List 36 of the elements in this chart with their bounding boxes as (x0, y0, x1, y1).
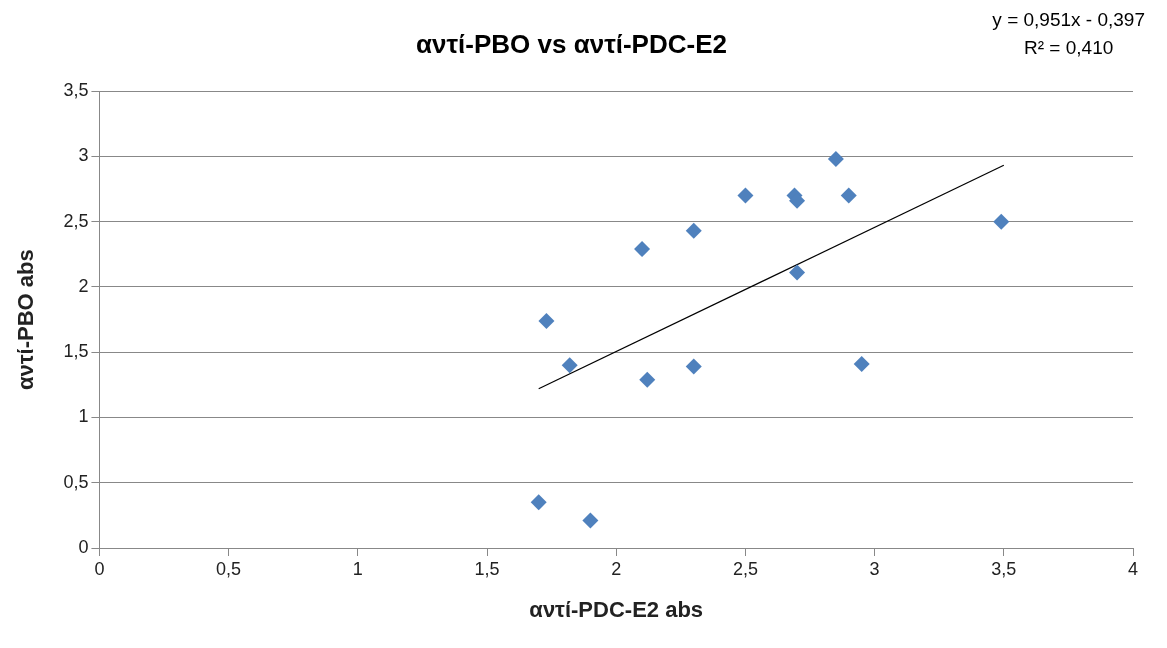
y-tick-label: 3,5 (63, 80, 89, 101)
x-tick-label: 0,5 (216, 558, 242, 579)
y-tick-label: 2,5 (63, 210, 89, 231)
point (789, 264, 806, 281)
x-tick-label: 1,5 (474, 558, 500, 579)
y-tick-label: 1 (78, 406, 89, 427)
point (530, 494, 547, 511)
point (737, 187, 754, 204)
point (685, 222, 702, 239)
x-axis-title: αντί-PDC-E2 abs (529, 596, 704, 622)
x-tick-label: 2 (611, 558, 622, 579)
x-tick-label: 0 (94, 558, 105, 579)
point (853, 355, 870, 372)
x-tick-label: 4 (1127, 558, 1139, 579)
y-tick-label: 2 (78, 275, 89, 296)
y-tick-label: 0 (78, 536, 89, 557)
x-tick-label: 1 (352, 558, 363, 579)
point (561, 357, 578, 374)
point (538, 312, 555, 329)
point (827, 151, 844, 168)
y-axis-title: αντί-PBO abs (13, 249, 39, 390)
point (993, 213, 1010, 230)
point (840, 187, 857, 204)
y-tick-label: 0,5 (63, 471, 89, 492)
point (634, 241, 651, 258)
point (639, 371, 656, 388)
point (685, 358, 702, 375)
text: y = 0,951x - 0,397 (992, 8, 1145, 32)
x-tick-label: 2,5 (732, 558, 758, 579)
text: R² = 0,410 (1023, 36, 1115, 60)
x-tick-label: 3,5 (991, 558, 1017, 579)
chart-title: αντί-PBO vs αντί-PDC-E2 (416, 28, 727, 59)
x-tick-label: 3 (869, 558, 880, 579)
y-tick-label: 3 (78, 145, 89, 166)
point (582, 512, 599, 529)
y-tick-label: 1,5 (63, 341, 89, 362)
